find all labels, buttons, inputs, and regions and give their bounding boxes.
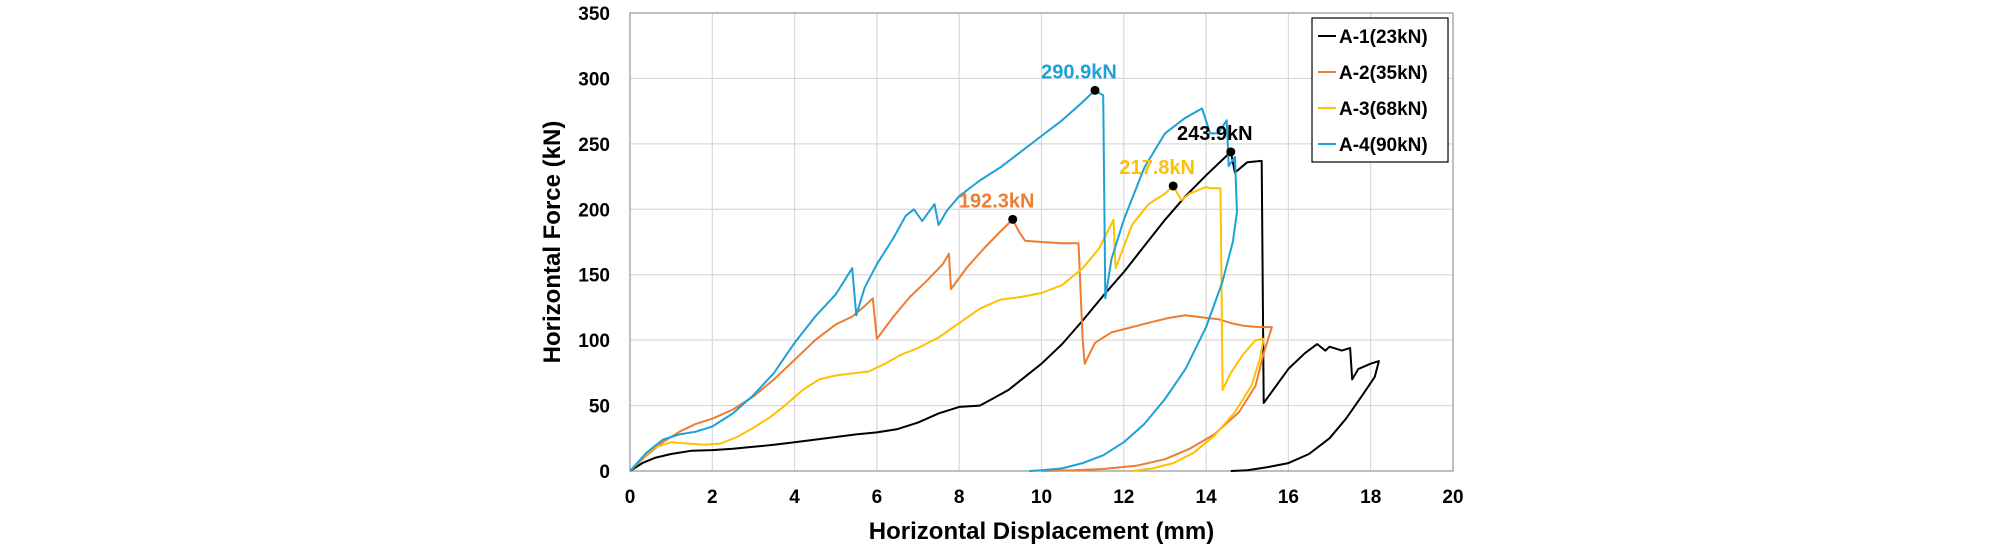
legend-box bbox=[1311, 17, 1449, 163]
peak-label: 192.3kN bbox=[959, 190, 1035, 212]
series-line-1 bbox=[629, 150, 1380, 472]
y-tick-label: 350 bbox=[578, 4, 610, 25]
x-tick-label: 6 bbox=[872, 487, 883, 508]
series-lines bbox=[629, 89, 1380, 472]
x-tick-label: 14 bbox=[1196, 487, 1218, 508]
x-tick-label: 16 bbox=[1278, 487, 1299, 508]
peak-marker bbox=[1008, 214, 1018, 224]
x-tick-label: 12 bbox=[1113, 487, 1134, 508]
legend-label: A-4(90kN) bbox=[1339, 135, 1428, 156]
legend: A-1(23kN) A-2(35kN) A-3(68kN) A-4(90kN) bbox=[1311, 17, 1449, 163]
x-tick-label: 18 bbox=[1360, 487, 1381, 508]
y-tick-label: 50 bbox=[589, 397, 610, 418]
peak-marker bbox=[1090, 85, 1100, 95]
peak-annotations: 290.9kN 243.9kN 217.8kN 192.3kN bbox=[959, 61, 1253, 224]
y-tick-label: 150 bbox=[578, 266, 610, 287]
series-line-2 bbox=[629, 218, 1273, 472]
y-tick-label: 0 bbox=[599, 462, 610, 483]
peak-label: 290.9kN bbox=[1041, 61, 1117, 83]
x-axis-title: Horizontal Displacement (mm) bbox=[869, 518, 1214, 545]
peak-label: 217.8kN bbox=[1119, 157, 1195, 179]
legend-label: A-2(35kN) bbox=[1339, 63, 1428, 84]
legend-label: A-3(68kN) bbox=[1339, 99, 1428, 120]
peak-marker bbox=[1168, 181, 1178, 191]
x-tick-label: 2 bbox=[707, 487, 718, 508]
y-tick-label: 250 bbox=[578, 135, 610, 156]
x-tick-label: 8 bbox=[954, 487, 965, 508]
legend-label: A-1(23kN) bbox=[1339, 27, 1428, 48]
x-tick-label: 10 bbox=[1031, 487, 1052, 508]
y-tick-label: 100 bbox=[578, 331, 610, 352]
series-line-3 bbox=[629, 185, 1265, 472]
y-tick-label: 300 bbox=[578, 69, 610, 90]
y-axis-title: Horizontal Force (kN) bbox=[539, 121, 566, 364]
x-tick-label: 20 bbox=[1442, 487, 1463, 508]
peak-label: 243.9kN bbox=[1177, 123, 1253, 145]
x-tick-label: 0 bbox=[625, 487, 636, 508]
y-tick-label: 200 bbox=[578, 200, 610, 221]
series-line-4 bbox=[629, 89, 1238, 472]
peak-marker bbox=[1226, 147, 1236, 157]
x-tick-label: 4 bbox=[789, 487, 800, 508]
